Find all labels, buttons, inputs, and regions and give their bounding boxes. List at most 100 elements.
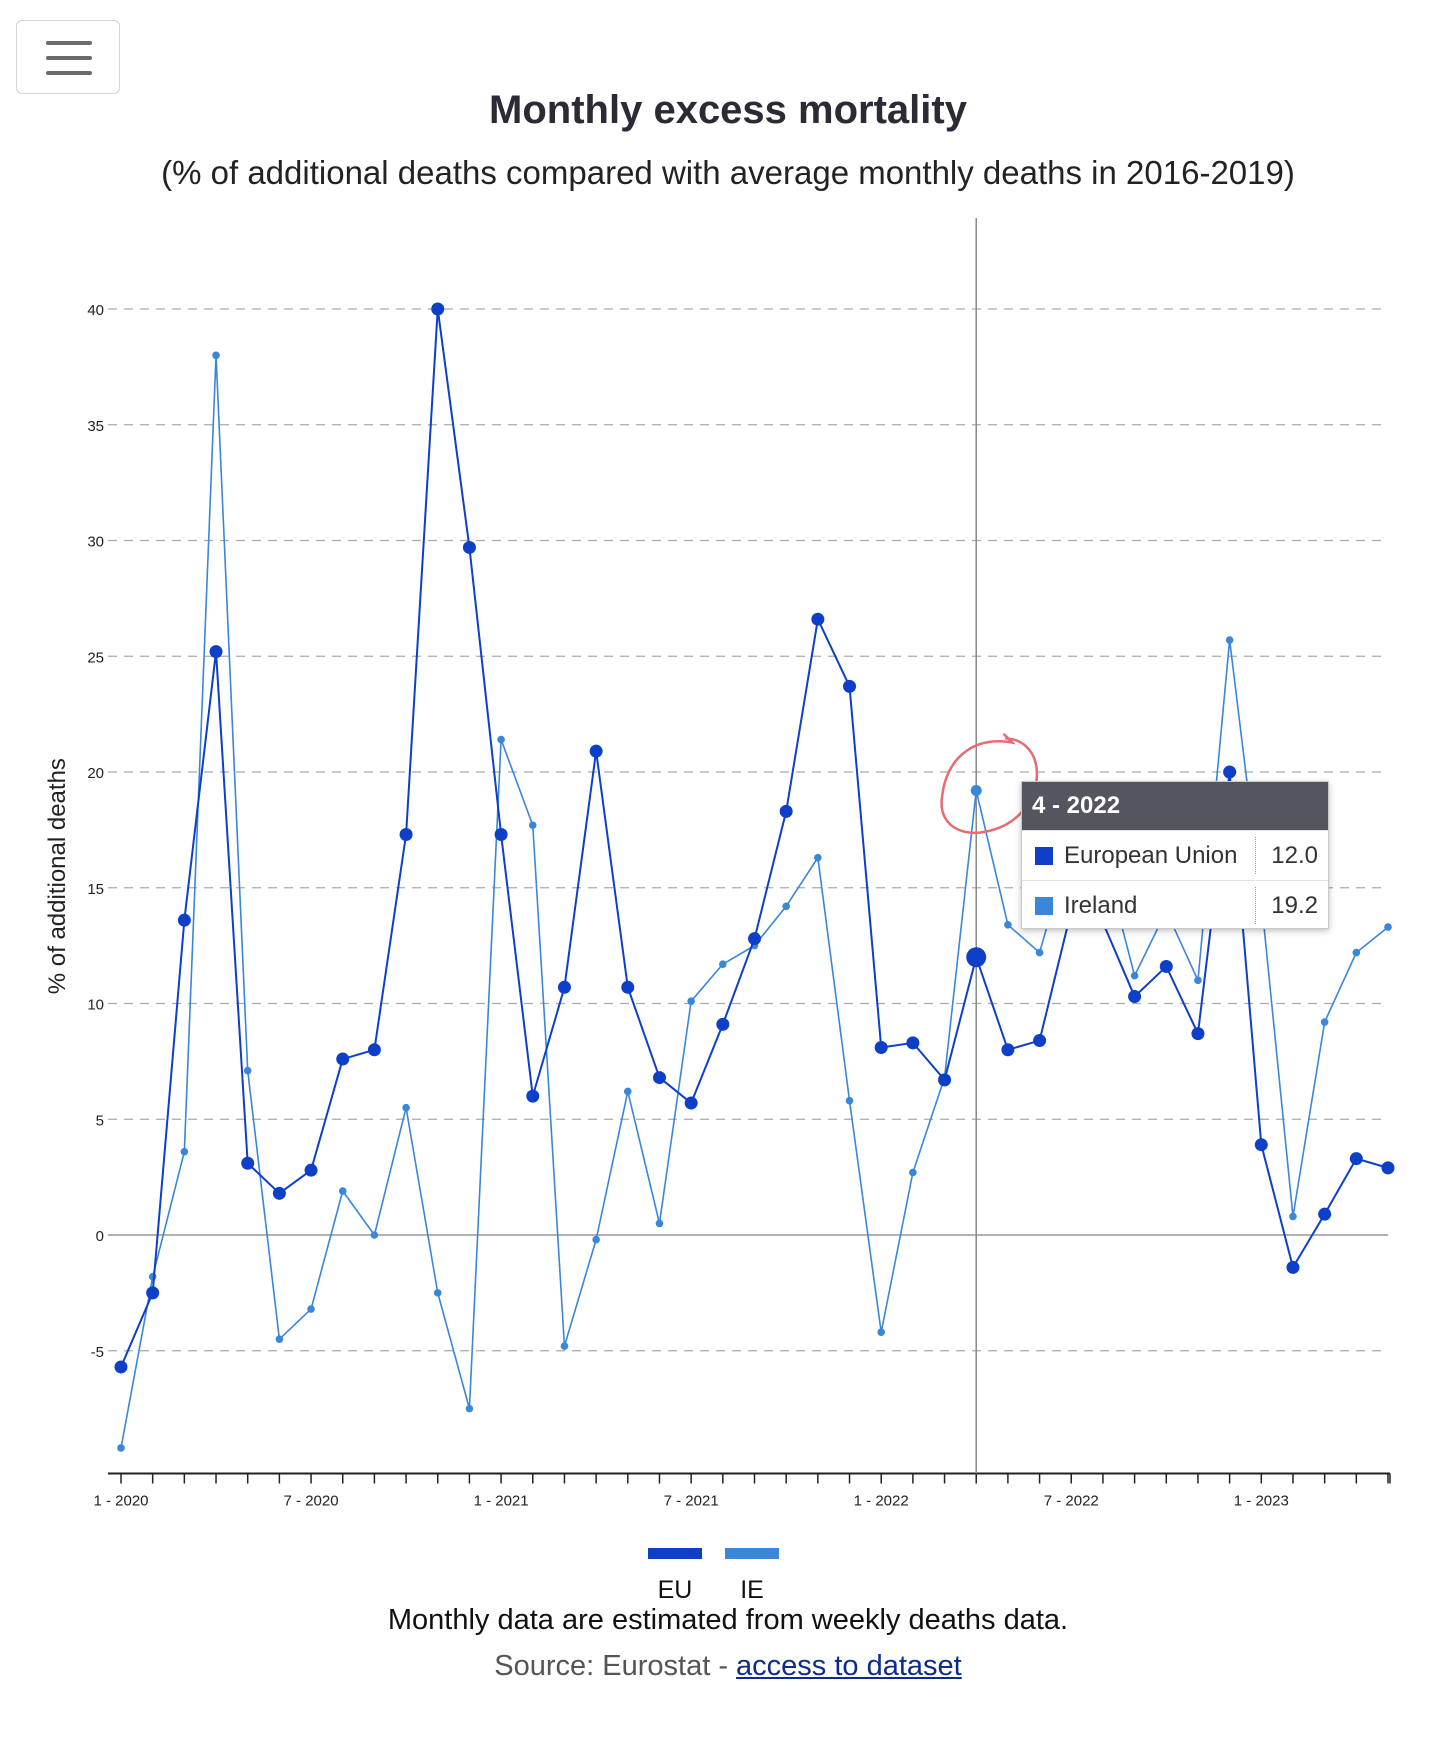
x-tick-label: 1 - 2022 bbox=[854, 1493, 909, 1510]
chart-note: Monthly data are estimated from weekly d… bbox=[387, 1604, 1069, 1636]
x-tick-label: 7 - 2022 bbox=[1044, 1493, 1099, 1510]
x-tick-label: 7 - 2021 bbox=[664, 1493, 719, 1510]
data-point-eu bbox=[716, 1017, 730, 1031]
data-point-eu bbox=[652, 1071, 666, 1085]
y-tick-label: 40 bbox=[87, 302, 104, 319]
hamburger-menu-icon bbox=[46, 41, 92, 45]
hamburger-menu-icon-bar bbox=[46, 71, 92, 75]
data-point-ie bbox=[1384, 923, 1392, 931]
y-tick-label: 20 bbox=[87, 765, 104, 782]
data-point-eu bbox=[114, 1360, 128, 1374]
data-point-eu bbox=[1033, 1034, 1047, 1048]
data-point-eu bbox=[1191, 1027, 1205, 1041]
data-point-ie bbox=[433, 1289, 442, 1297]
data-point-ie bbox=[1289, 1212, 1297, 1221]
x-tick-label: 1 - 2023 bbox=[1234, 1493, 1289, 1510]
data-point-ie bbox=[370, 1231, 379, 1239]
annotation-circle bbox=[940, 733, 1039, 834]
data-point-ie bbox=[687, 997, 695, 1005]
dataset-link[interactable]: access to dataset bbox=[736, 1650, 962, 1682]
data-point-ie bbox=[275, 1335, 284, 1343]
legend-label-ie: IE bbox=[740, 1576, 764, 1600]
chart-plot: -5 0 5 10 15 20 25 30 35 40 % of additional deaths… bbox=[44, 218, 1395, 1600]
data-point-eu bbox=[966, 947, 987, 968]
data-point-eu bbox=[906, 1036, 920, 1050]
tooltip-row-label: European Union bbox=[1064, 842, 1238, 869]
data-point-eu bbox=[526, 1089, 540, 1103]
data-point-ie bbox=[970, 785, 982, 797]
data-point-ie bbox=[1352, 948, 1361, 957]
data-point-eu bbox=[431, 302, 445, 316]
data-point-ie bbox=[180, 1147, 189, 1156]
data-point-ie bbox=[624, 1087, 632, 1096]
x-tick-label: 7 - 2020 bbox=[284, 1493, 339, 1510]
data-point-eu bbox=[557, 980, 571, 994]
y-axis-label: % of additional deaths bbox=[44, 758, 71, 994]
data-point-ie bbox=[1320, 1018, 1329, 1026]
data-point-eu bbox=[1381, 1161, 1395, 1175]
data-point-eu bbox=[272, 1186, 286, 1200]
data-point-ie bbox=[338, 1187, 347, 1195]
data-point-ie bbox=[814, 853, 822, 862]
tooltip-title: 4 - 2022 bbox=[1022, 782, 1328, 830]
data-point-ie bbox=[528, 821, 537, 830]
data-point-ie bbox=[909, 1168, 917, 1177]
y-tick-label: 0 bbox=[96, 1228, 104, 1245]
data-point-eu bbox=[462, 540, 476, 554]
data-point-ie bbox=[560, 1342, 569, 1350]
series-color-swatch bbox=[1035, 897, 1053, 915]
data-point-eu bbox=[1349, 1152, 1363, 1166]
chart-title: Monthly excess mortality bbox=[489, 88, 967, 132]
chart-source: Source: Eurostat - access to dataset bbox=[0, 1650, 1456, 1683]
data-point-eu bbox=[811, 612, 825, 626]
chart-tooltip: 4 - 2022 European Union 12.0 Ireland 19.… bbox=[1021, 781, 1329, 929]
data-point-eu bbox=[779, 804, 793, 818]
tooltip-row-value: 12.0 bbox=[1271, 842, 1318, 869]
data-point-eu bbox=[874, 1040, 888, 1054]
tooltip-row-value: 19.2 bbox=[1271, 892, 1318, 919]
data-point-ie bbox=[1004, 920, 1012, 929]
y-tick-label: -5 bbox=[91, 1344, 104, 1361]
data-point-ie bbox=[117, 1444, 125, 1452]
hamburger-menu-icon-bar bbox=[46, 56, 92, 60]
data-point-ie bbox=[877, 1328, 885, 1337]
data-point-eu bbox=[336, 1052, 350, 1066]
data-point-ie bbox=[212, 351, 220, 360]
data-point-ie bbox=[465, 1404, 474, 1413]
data-point-ie bbox=[845, 1096, 854, 1105]
data-point-eu bbox=[1254, 1138, 1268, 1152]
source-prefix: Source: Eurostat - bbox=[494, 1650, 737, 1682]
legend-label-eu: EU bbox=[658, 1576, 693, 1600]
data-point-eu bbox=[1159, 959, 1173, 973]
data-point-eu bbox=[1128, 990, 1142, 1004]
data-point-ie bbox=[719, 960, 727, 968]
y-tick-label: 10 bbox=[87, 997, 104, 1014]
data-point-eu bbox=[1001, 1043, 1015, 1057]
legend-swatch-eu bbox=[648, 1548, 702, 1559]
data-point-eu bbox=[399, 828, 413, 842]
data-point-ie bbox=[782, 902, 790, 911]
tooltip-row-label: Ireland bbox=[1064, 892, 1138, 919]
data-point-eu bbox=[494, 828, 508, 842]
chart-subtitle: (% of additional deaths compared with av… bbox=[161, 154, 1295, 191]
data-point-eu bbox=[748, 932, 761, 946]
data-point-eu bbox=[304, 1163, 318, 1177]
menu-button[interactable] bbox=[16, 20, 120, 94]
data-point-ie bbox=[402, 1103, 410, 1112]
data-point-ie bbox=[592, 1235, 600, 1244]
data-point-eu bbox=[684, 1096, 698, 1110]
data-point-eu bbox=[1318, 1207, 1332, 1221]
tooltip-row-eu: European Union 12.0 bbox=[1022, 830, 1328, 880]
data-point-ie bbox=[148, 1272, 157, 1281]
x-tick-label: 1 - 2021 bbox=[474, 1493, 529, 1510]
y-tick-label: 5 bbox=[96, 1112, 104, 1129]
data-point-ie bbox=[497, 735, 505, 744]
data-point-eu bbox=[621, 980, 635, 994]
tooltip-row-ie: Ireland 19.2 bbox=[1022, 880, 1328, 930]
data-point-ie bbox=[1225, 636, 1234, 644]
data-point-eu bbox=[241, 1156, 255, 1170]
x-tick-label: 1 - 2020 bbox=[93, 1493, 148, 1510]
series-color-swatch bbox=[1035, 847, 1053, 865]
data-point-eu bbox=[177, 913, 191, 927]
data-point-eu bbox=[843, 679, 857, 693]
